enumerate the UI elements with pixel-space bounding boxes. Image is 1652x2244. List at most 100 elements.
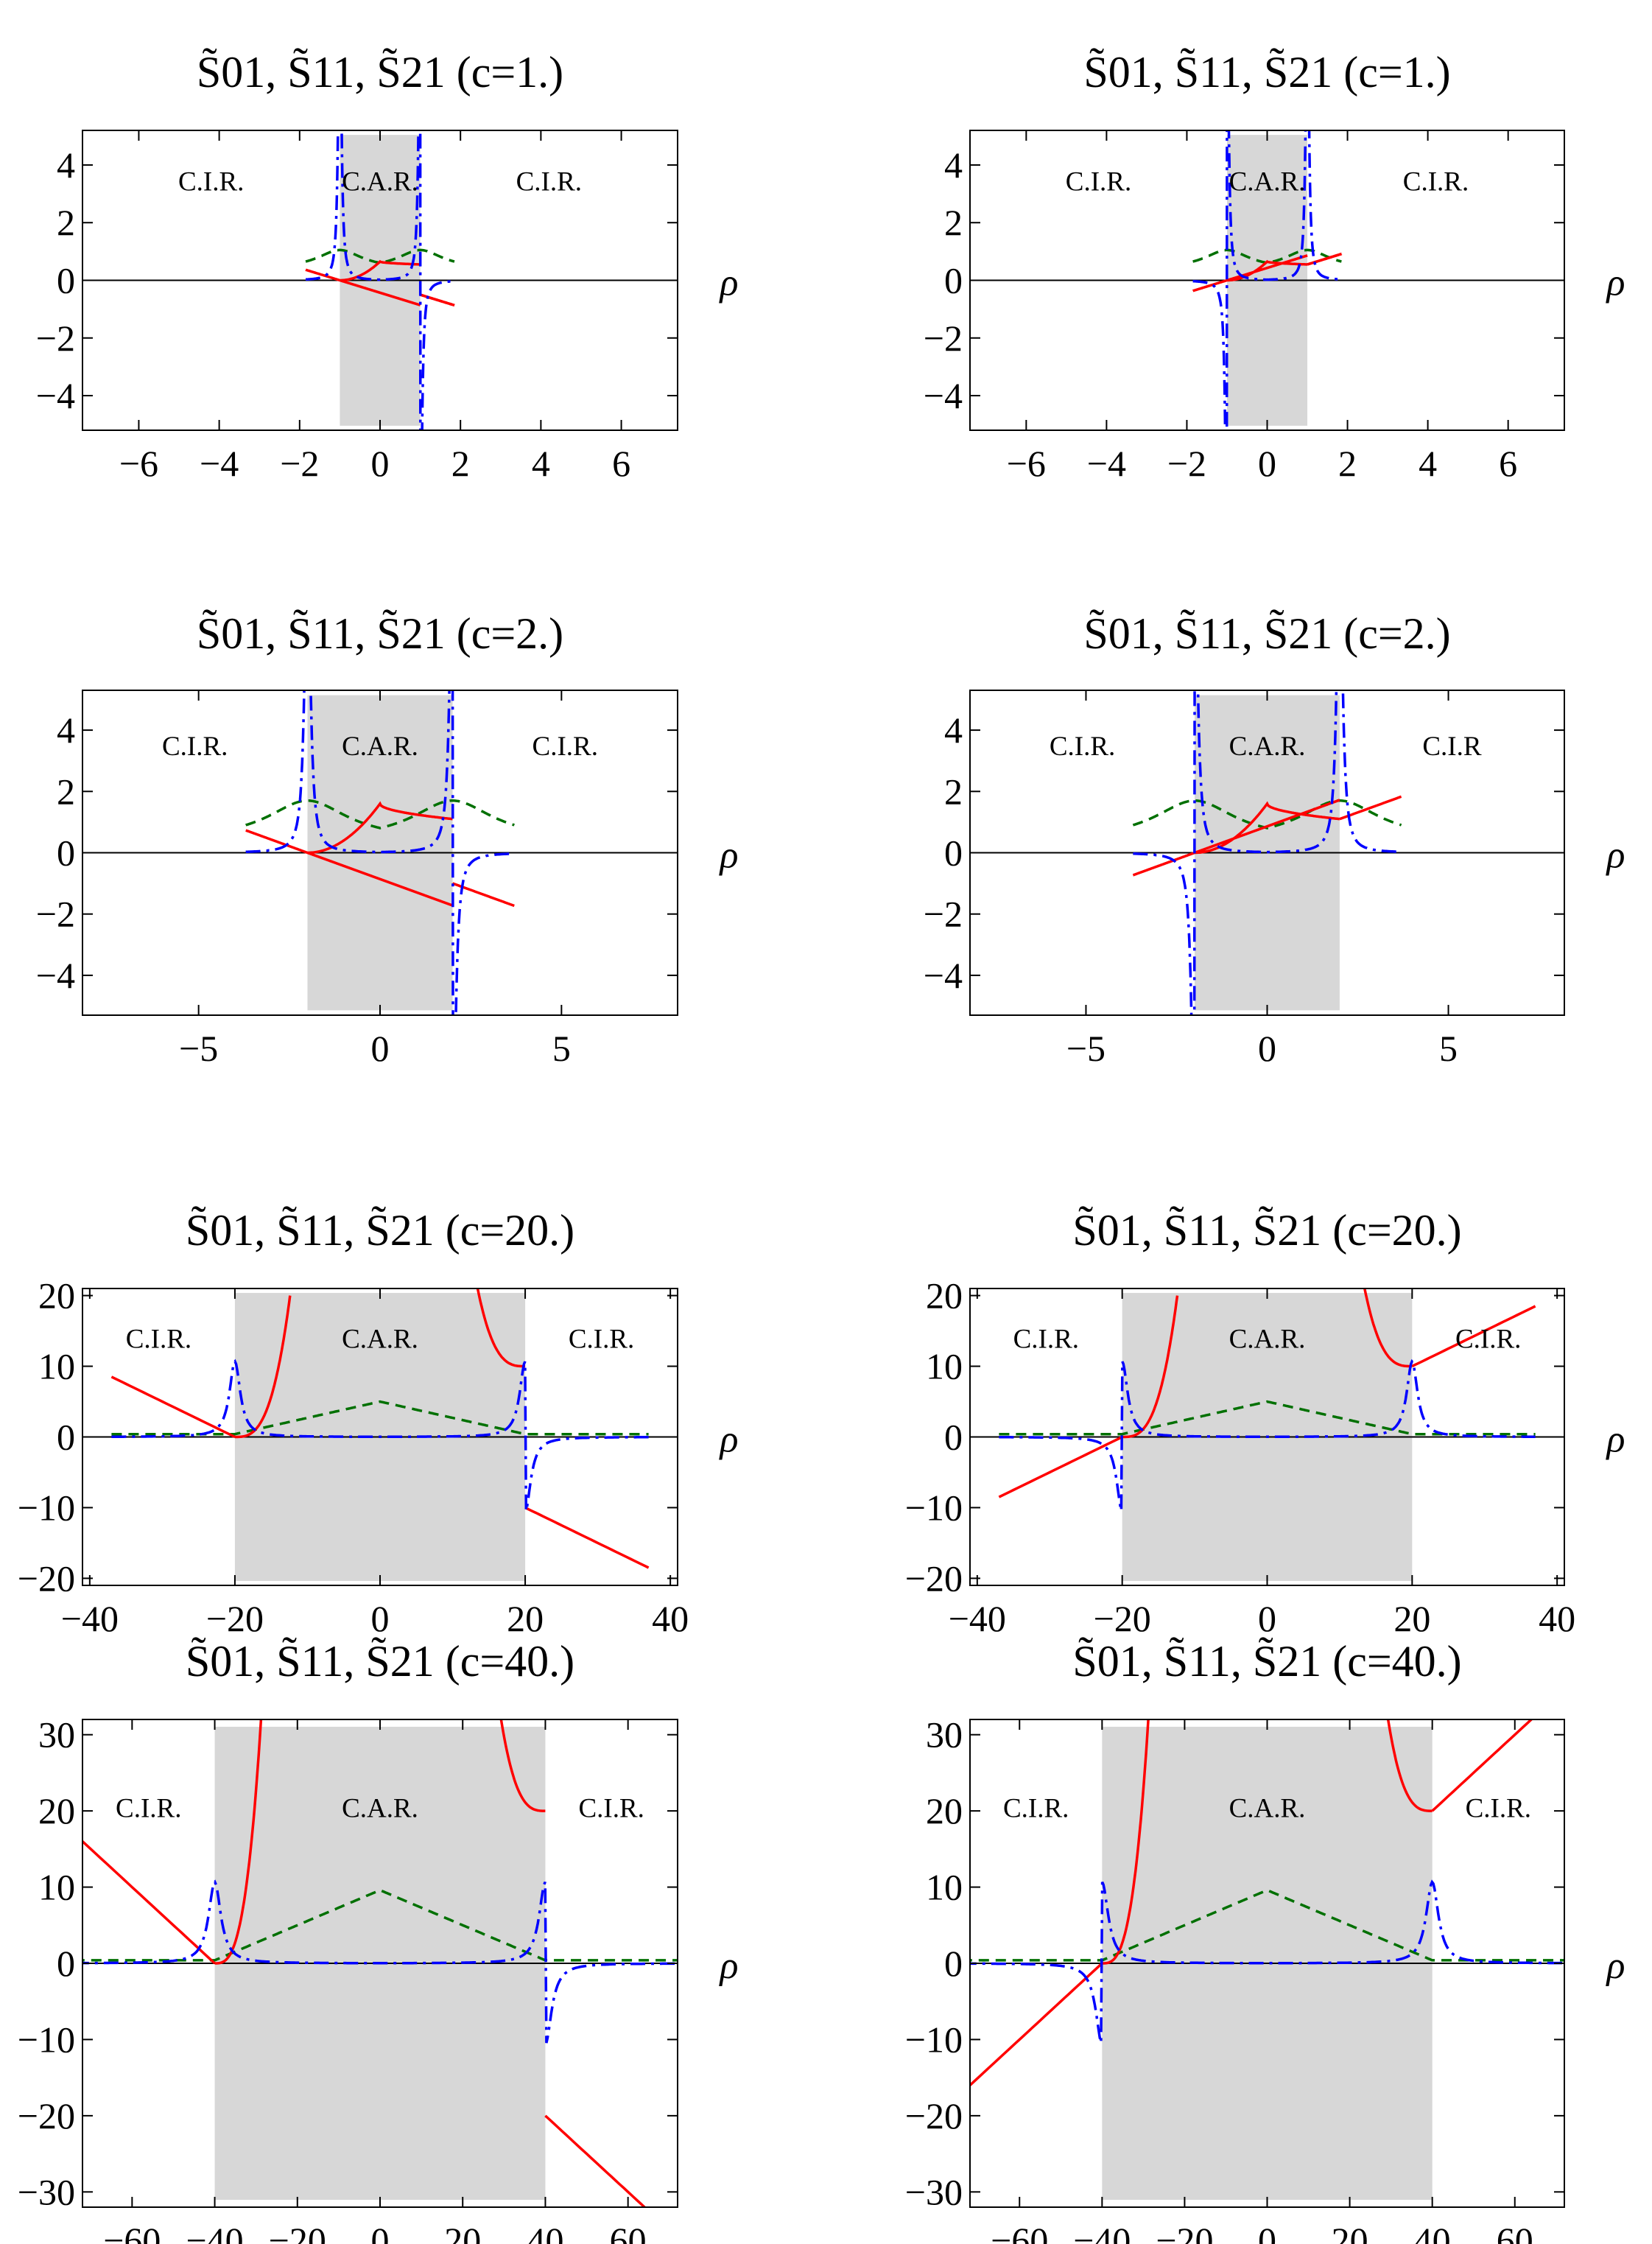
x-axis-label: ρ bbox=[719, 262, 739, 304]
series-s21-line bbox=[1192, 130, 1342, 430]
x-tick-label: −5 bbox=[179, 1028, 218, 1069]
series-s01-line-1 bbox=[970, 1962, 1103, 2087]
x-tick-label: 40 bbox=[527, 2220, 563, 2244]
y-tick-label: 10 bbox=[926, 1346, 963, 1387]
region-label-left: C.I.R. bbox=[1013, 1325, 1079, 1355]
x-tick-label: 0 bbox=[1258, 1598, 1276, 1639]
series-s11-line bbox=[305, 248, 455, 264]
region-label-center: C.A.R. bbox=[342, 1793, 418, 1823]
x-tick-label: 2 bbox=[1338, 443, 1357, 484]
x-axis-label: ρ bbox=[1606, 1419, 1625, 1461]
y-tick-label: −10 bbox=[18, 1487, 75, 1528]
y-tick-label: 10 bbox=[38, 1867, 75, 1908]
x-tick-label: 0 bbox=[371, 1598, 390, 1639]
series-s01-line-4 bbox=[544, 2114, 647, 2207]
y-tick-label: 2 bbox=[944, 771, 963, 812]
y-tick-label: 4 bbox=[944, 144, 963, 186]
y-tick-label: 30 bbox=[926, 1714, 963, 1756]
y-tick-label: −4 bbox=[36, 375, 75, 416]
x-tick-label: 0 bbox=[1258, 2220, 1276, 2244]
series-s01-line-1 bbox=[1192, 254, 1308, 292]
curves bbox=[998, 1288, 1536, 1512]
x-tick-label: −4 bbox=[200, 443, 239, 484]
curves bbox=[970, 1719, 1564, 2087]
series-s21-line bbox=[306, 130, 454, 430]
panel-2: −6 −4 −2 0 2 4 6 −4 −2 0 2 4 C.I.R. C.A.R. C.I.R. ρ S̃01… bbox=[924, 48, 1625, 484]
series-s01-line-2 bbox=[1122, 1295, 1179, 1439]
region-label-right: C.I.R bbox=[1422, 732, 1482, 762]
region-label-right: C.I.R. bbox=[516, 166, 582, 197]
y-tick-label: 10 bbox=[38, 1346, 75, 1387]
x-tick-label: −20 bbox=[269, 2220, 326, 2244]
x-tick-label: −2 bbox=[280, 443, 319, 484]
region-label-center: C.A.R. bbox=[342, 166, 418, 197]
region-label-right: C.I.R. bbox=[569, 1325, 634, 1355]
x-tick-label: −20 bbox=[1094, 1598, 1151, 1639]
chart-title: S̃01, S̃11, S̃21 (c=40.) bbox=[186, 1637, 574, 1686]
series-s01-line-3 bbox=[476, 1288, 526, 1368]
x-tick-label: −40 bbox=[949, 1598, 1006, 1639]
chart-title: S̃01, S̃11, S̃21 (c=2.) bbox=[1083, 609, 1450, 658]
series-s01-line-2 bbox=[1307, 252, 1343, 266]
curves bbox=[110, 1288, 650, 1569]
x-tick-label: 0 bbox=[1258, 1028, 1276, 1069]
y-tick-label: 20 bbox=[926, 1275, 963, 1316]
panel-3: −5 0 5 −4 −2 0 2 4 C.I.R. C.A.R. C.I.R. ρ S̃01, S̃11… bbox=[36, 609, 739, 1069]
x-tick-label: 60 bbox=[1497, 2220, 1533, 2244]
y-tick-label: −30 bbox=[905, 2171, 963, 2212]
x-tick-label: 0 bbox=[371, 1028, 390, 1069]
y-tick-label: −4 bbox=[924, 375, 963, 416]
x-tick-label: −6 bbox=[119, 443, 158, 484]
y-tick-label: −10 bbox=[905, 2019, 963, 2060]
series-s01-line-3 bbox=[1363, 1288, 1413, 1368]
y-tick-label: −20 bbox=[18, 2095, 75, 2136]
chart-title: S̃01, S̃11, S̃21 (c=1.) bbox=[197, 48, 563, 97]
x-tick-label: 20 bbox=[444, 2220, 481, 2244]
region-label-center: C.A.R. bbox=[1229, 1793, 1306, 1823]
x-tick-label: 20 bbox=[1332, 2220, 1368, 2244]
y-tick-label: −10 bbox=[18, 2019, 75, 2060]
x-tick-label: 4 bbox=[1419, 443, 1437, 484]
y-tick-label: 4 bbox=[57, 144, 75, 186]
x-tick-label: 20 bbox=[1393, 1598, 1430, 1639]
x-tick-label: −2 bbox=[1167, 443, 1206, 484]
x-tick-label: 5 bbox=[552, 1028, 571, 1069]
x-axis-label: ρ bbox=[719, 1419, 739, 1461]
x-axis-label: ρ bbox=[1606, 835, 1625, 877]
region-label-center: C.A.R. bbox=[342, 732, 418, 762]
y-tick-label: 10 bbox=[926, 1867, 963, 1908]
series-s21-line bbox=[999, 1358, 1536, 1512]
series-s01-line-2 bbox=[419, 293, 455, 307]
x-tick-label: −6 bbox=[1007, 443, 1046, 484]
curves bbox=[82, 1719, 678, 2207]
x-tick-label: 0 bbox=[1258, 443, 1276, 484]
y-tick-label: −10 bbox=[905, 1487, 963, 1528]
y-tick-label: 30 bbox=[38, 1714, 75, 1756]
x-tick-label: 0 bbox=[371, 443, 390, 484]
series-s01-line-1 bbox=[305, 259, 421, 306]
series-s11-line bbox=[999, 1400, 1536, 1436]
series-s01-line-2 bbox=[234, 1295, 292, 1439]
region-label-right: C.I.R. bbox=[579, 1793, 644, 1823]
series-s01-line-3 bbox=[1386, 1719, 1433, 1812]
curves bbox=[1132, 690, 1402, 1015]
y-tick-label: 4 bbox=[944, 709, 963, 751]
series-s11-line bbox=[970, 1888, 1564, 1962]
x-tick-label: −40 bbox=[1073, 2220, 1131, 2244]
series-s11-line bbox=[1132, 799, 1402, 830]
region-label-left: C.I.R. bbox=[1050, 732, 1115, 762]
x-axis-label: ρ bbox=[719, 1945, 739, 1987]
curves bbox=[245, 690, 515, 1015]
x-tick-label: 4 bbox=[532, 443, 550, 484]
y-tick-label: 20 bbox=[926, 1790, 963, 1831]
series-s01-line-4 bbox=[524, 1506, 650, 1569]
x-tick-label: 6 bbox=[1499, 443, 1517, 484]
chart-title: S̃01, S̃11, S̃21 (c=20.) bbox=[186, 1206, 574, 1255]
x-tick-label: 40 bbox=[652, 1598, 689, 1639]
series-s01-line-3 bbox=[499, 1719, 546, 1812]
x-axis-label: ρ bbox=[719, 835, 739, 877]
x-tick-label: 2 bbox=[451, 443, 470, 484]
x-tick-label: −5 bbox=[1066, 1028, 1106, 1069]
